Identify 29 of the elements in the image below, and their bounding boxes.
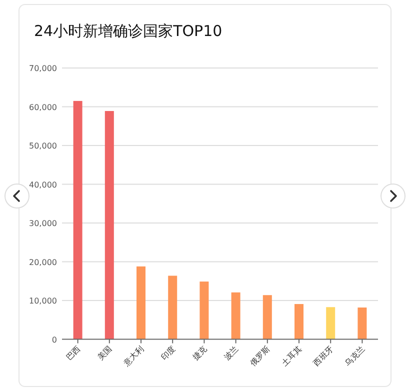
bar <box>168 276 178 340</box>
x-tick-label: 俄罗斯 <box>248 344 272 368</box>
bar <box>294 304 304 340</box>
bar <box>200 282 209 340</box>
y-tick-label: 0 <box>52 335 57 344</box>
bar <box>231 292 240 340</box>
bar <box>358 308 367 340</box>
y-tick-label: 20,000 <box>29 258 57 267</box>
x-tick-label: 乌克兰 <box>343 344 367 368</box>
y-tick-label: 10,000 <box>29 296 57 306</box>
y-tick-label: 30,000 <box>29 219 57 228</box>
bar <box>136 266 146 340</box>
y-tick-label: 70,000 <box>29 64 57 73</box>
x-tick-label: 巴西 <box>64 344 82 362</box>
x-tick-label: 土耳其 <box>280 344 304 368</box>
bar <box>326 307 336 340</box>
x-tick-label: 西班牙 <box>312 344 336 368</box>
bar <box>104 111 114 340</box>
bar <box>262 295 272 340</box>
x-tick-label: 印度 <box>159 344 178 362</box>
x-tick-label: 捷克 <box>190 344 209 362</box>
x-tick-label: 美国 <box>96 344 114 362</box>
x-tick-label: 波兰 <box>222 344 240 362</box>
y-tick-label: 50,000 <box>29 142 57 151</box>
y-tick-label: 60,000 <box>29 102 57 112</box>
y-tick-label: 40,000 <box>29 180 57 190</box>
chart-title: 24小时新增确诊国家TOP10 <box>34 22 222 40</box>
bar <box>73 100 82 340</box>
x-tick-label: 意大利 <box>121 344 146 368</box>
